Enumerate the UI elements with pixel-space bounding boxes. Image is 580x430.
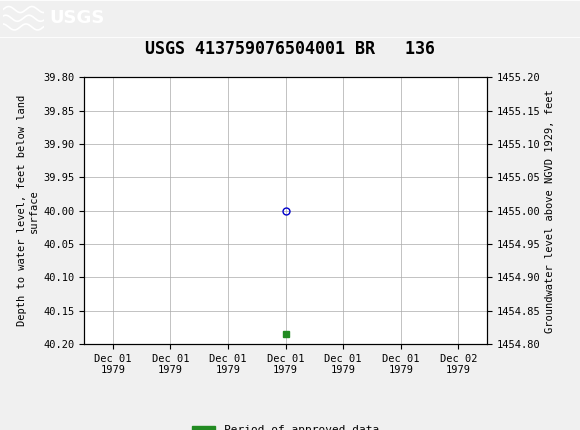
Y-axis label: Depth to water level, feet below land
surface: Depth to water level, feet below land su… <box>17 95 39 326</box>
Text: USGS 413759076504001 BR   136: USGS 413759076504001 BR 136 <box>145 40 435 58</box>
Legend: Period of approved data: Period of approved data <box>188 421 383 430</box>
Text: USGS: USGS <box>49 9 104 27</box>
Y-axis label: Groundwater level above NGVD 1929, feet: Groundwater level above NGVD 1929, feet <box>545 89 555 332</box>
